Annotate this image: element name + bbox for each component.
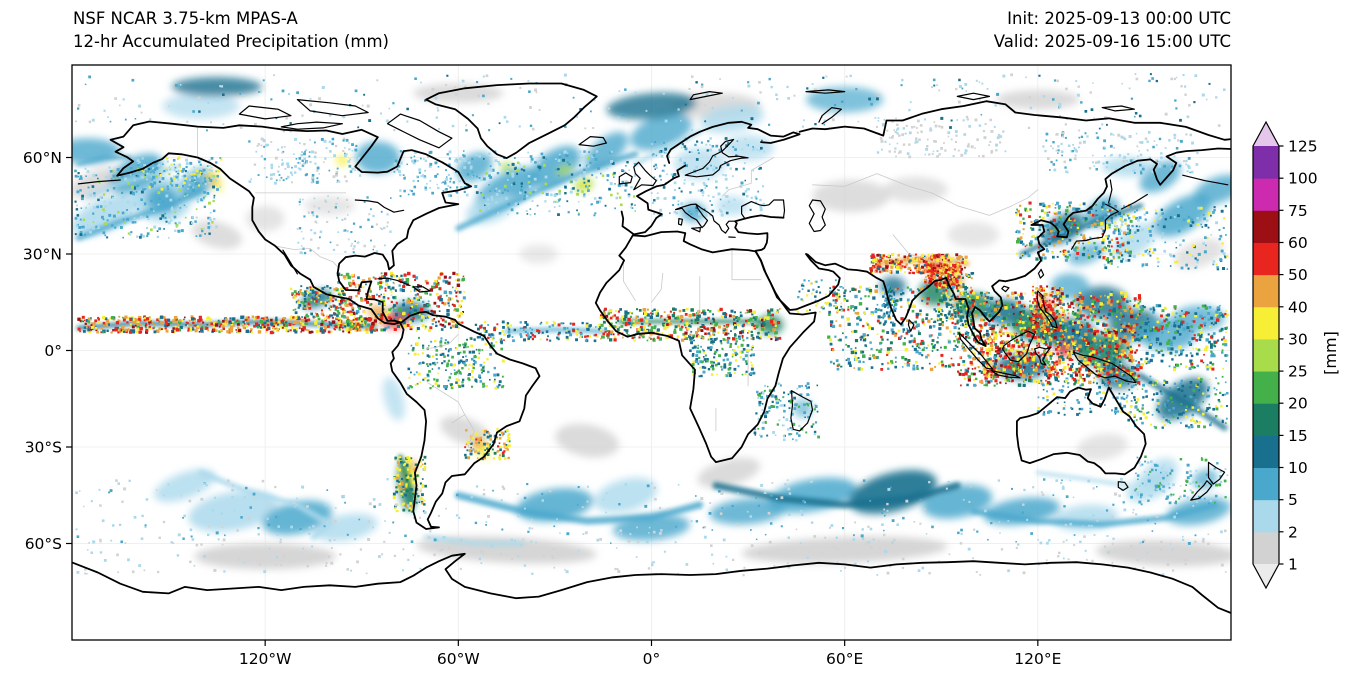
figure-header-right: Init: 2025-09-13 00:00 UTC Valid: 2025-0… [994,7,1231,53]
colorbar-under-arrow [1253,564,1279,588]
x-tick-label: 120°W [239,650,292,668]
x-tick-label: 60°E [826,650,863,668]
colorbar-tick-label: 10 [1288,459,1308,477]
y-tick-label: 0° [44,342,62,360]
colorbar-over-arrow [1253,122,1279,146]
figure-title-line2: 12-hr Accumulated Precipitation (mm) [73,32,389,51]
x-tick-label: 60°W [437,650,480,668]
colorbar-tick-label: 50 [1288,266,1308,284]
colorbar-tick-label: 100 [1288,170,1318,188]
axis-ticks: 120°W 60°W 0° 60°E 120°E 60°N 30°N 0° 30°S 60°S [23,149,1061,668]
x-tick-label: 120°E [1014,650,1061,668]
colorbar-tick-label: 5 [1288,491,1298,509]
valid-time-label: Valid: 2025-09-16 15:00 UTC [993,32,1231,51]
colorbar-tick-label: 20 [1288,395,1308,413]
init-time-label: Init: 2025-09-13 00:00 UTC [1007,9,1231,28]
colorbar-tick-label: 40 [1288,298,1308,316]
y-tick-label: 30°N [23,245,62,263]
y-tick-label: 60°N [23,149,62,167]
figure-header-left: NSF NCAR 3.75-km MPAS-A 12-hr Accumulate… [73,7,389,53]
colorbar-tick-label: 125 [1288,138,1318,156]
colorbar-tick-label: 2 [1288,523,1298,541]
coastlines [72,82,1231,614]
colorbar-tick-label: 15 [1288,427,1308,445]
y-tick-label: 30°S [25,439,62,457]
colorbar-tick-label: 25 [1288,363,1308,381]
colorbar-tick-label: 1 [1288,556,1298,574]
country-borders [197,126,1039,454]
colorbar-unit-label: [mm] [1321,331,1340,375]
figure-title-line1: NSF NCAR 3.75-km MPAS-A [73,9,298,28]
x-tick-label: 0° [643,650,661,668]
y-tick-label: 60°S [25,535,62,553]
colorbar-tick-label: 75 [1288,202,1308,220]
colorbar-tick-label: 30 [1288,330,1308,348]
colorbar-tick-label: 60 [1288,234,1308,252]
